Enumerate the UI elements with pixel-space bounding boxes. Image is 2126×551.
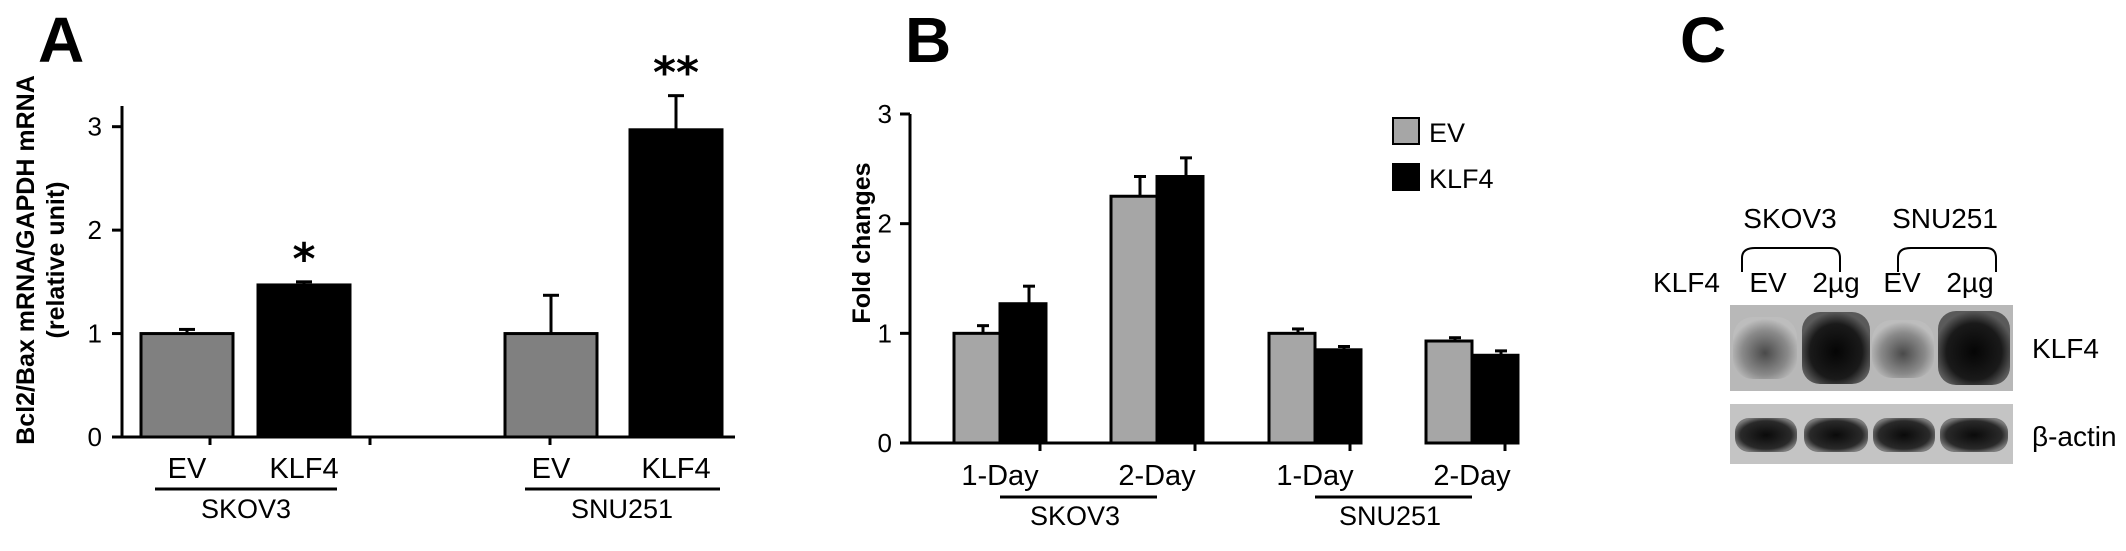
blot-lane-label-3: EV <box>1883 267 1921 298</box>
y-tick-label-a: 1 <box>88 319 102 349</box>
y-tick-label-a: 3 <box>88 112 102 142</box>
klf4-band-lane-4 <box>1938 311 2010 385</box>
blot-group-label-skov3: SKOV3 <box>1743 203 1836 234</box>
panel-c-western-blot: SKOV3 SNU251 KLF4 EV 2µg EV 2µg <box>1653 203 2117 464</box>
bar-b-klf4-3 <box>1313 348 1363 445</box>
panel-b-chart: Fold changes 0 1 2 3 1-Day 2-Day 1-Day 2-Day S… <box>848 99 1520 531</box>
klf4-band-lane-1 <box>1733 317 1797 379</box>
blot-row-label-klf4: KLF4 <box>1653 267 1720 298</box>
actin-band-lane-3 <box>1873 418 1935 452</box>
bar-b-ev-2 <box>1109 194 1159 445</box>
bar-b-klf4-1 <box>998 302 1048 445</box>
group-label-snu251-b: SNU251 <box>1339 501 1441 531</box>
y-tick-label-b: 1 <box>878 318 892 348</box>
category-label-a-1: EV <box>168 453 207 485</box>
blot-lane-label-1: EV <box>1749 267 1787 298</box>
bracket-skov3 <box>1741 247 1841 272</box>
panel-letter-c: C <box>1680 4 1726 76</box>
panel-letter-b: B <box>905 4 951 76</box>
bar-b-ev-4 <box>1424 339 1474 445</box>
category-label-b-3: 1-Day <box>1276 460 1354 492</box>
band-label-beta-actin: β-actin <box>2032 421 2117 452</box>
legend-swatch-ev <box>1392 117 1420 145</box>
legend-label-klf4: KLF4 <box>1429 164 1494 194</box>
y-axis-label-b: Fold changes <box>848 162 876 323</box>
panel-a-chart: Bcl2/Bax mRNA/GAPDH mRNA (relative unit)… <box>12 48 735 524</box>
category-label-a-3: EV <box>532 453 571 485</box>
actin-band-lane-4 <box>1940 418 2008 452</box>
legend-swatch-klf4 <box>1392 163 1420 191</box>
band-label-klf4: KLF4 <box>2032 333 2099 364</box>
bar-a-1 <box>139 332 235 439</box>
blot-lane-label-2: 2µg <box>1812 267 1859 298</box>
y-tick-label-b: 3 <box>878 99 892 129</box>
category-label-b-4: 2-Day <box>1433 460 1511 492</box>
klf4-band-lane-3 <box>1872 320 1934 378</box>
category-label-a-4: KLF4 <box>641 453 710 485</box>
bar-a-2 <box>256 283 352 439</box>
y-tick-label-b: 0 <box>878 428 892 458</box>
group-label-skov3-a: SKOV3 <box>201 494 291 524</box>
actin-band-lane-2 <box>1804 418 1868 452</box>
actin-band-lane-1 <box>1735 418 1797 452</box>
bar-b-ev-1 <box>952 331 1002 445</box>
category-label-b-2: 2-Day <box>1118 460 1196 492</box>
bar-b-klf4-4 <box>1470 353 1520 445</box>
significance-marker-a-2: * <box>292 234 315 285</box>
y-tick-label-a: 0 <box>88 422 102 452</box>
bar-a-3 <box>503 332 599 439</box>
blot-group-label-snu251: SNU251 <box>1892 203 1998 234</box>
bar-b-ev-3 <box>1267 331 1317 445</box>
klf4-band-lane-2 <box>1802 312 1870 384</box>
group-label-skov3-b: SKOV3 <box>1030 501 1120 531</box>
bar-a-4 <box>628 128 724 439</box>
y-axis-label-a-line1: Bcl2/Bax mRNA/GAPDH mRNA <box>12 75 40 445</box>
y-axis-label-a-line2: (relative unit) <box>42 182 70 339</box>
blot-lane-label-4: 2µg <box>1946 267 1993 298</box>
y-tick-label-a: 2 <box>88 215 102 245</box>
category-label-b-1: 1-Day <box>961 460 1039 492</box>
bracket-snu251 <box>1897 247 1997 272</box>
category-label-a-2: KLF4 <box>269 453 338 485</box>
legend-b: EV KLF4 <box>1392 117 1494 194</box>
bar-b-klf4-2 <box>1155 175 1205 445</box>
panel-letter-a: A <box>38 4 84 76</box>
legend-label-ev: EV <box>1429 118 1465 148</box>
y-tick-label-b: 2 <box>878 209 892 239</box>
significance-marker-a-4: ** <box>653 48 699 99</box>
group-label-snu251-a: SNU251 <box>571 494 673 524</box>
